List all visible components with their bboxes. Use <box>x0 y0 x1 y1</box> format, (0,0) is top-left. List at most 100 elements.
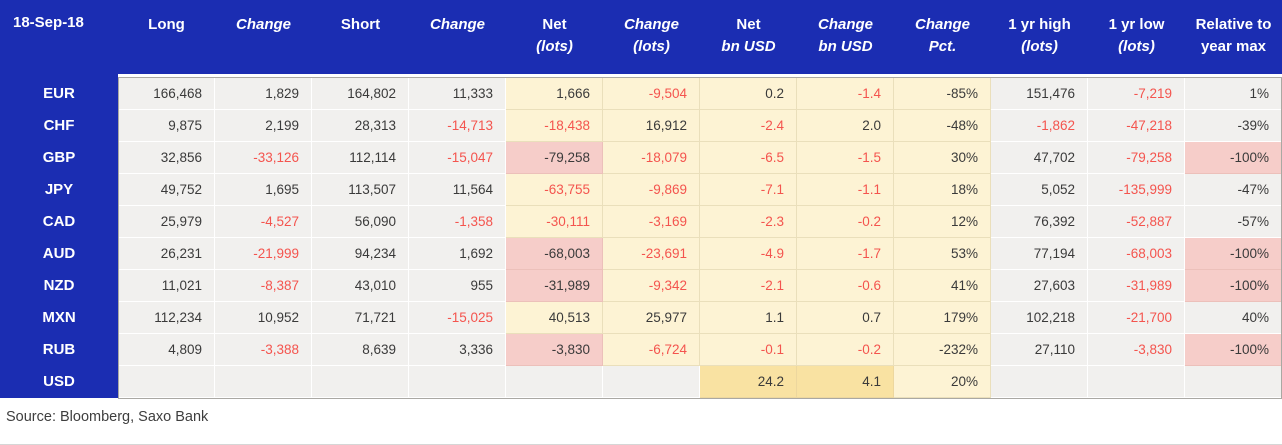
cell-eur-relative-to-year-max: 1% <box>1185 78 1282 110</box>
row-label-mxn: MXN <box>0 302 118 334</box>
cell-gbp-long-change: -33,126 <box>215 142 312 174</box>
row-label-aud: AUD <box>0 238 118 270</box>
row-label-gbp: GBP <box>0 142 118 174</box>
cell-aud-relative-to-year-max: -100% <box>1185 238 1282 270</box>
cell-jpy-one-yr-high-lots: 5,052 <box>991 174 1088 206</box>
cell-chf-relative-to-year-max: -39% <box>1185 110 1282 142</box>
cell-cad-short-change: -1,358 <box>409 206 506 238</box>
cell-jpy-short-change: 11,564 <box>409 174 506 206</box>
cell-aud-net-bn-usd: -4.9 <box>700 238 797 270</box>
row-label-jpy: JPY <box>0 174 118 206</box>
cell-aud-short: 94,234 <box>312 238 409 270</box>
cell-chf-net-bn-usd-change: 2.0 <box>797 110 894 142</box>
column-header-net-lots: Net (lots) <box>536 16 573 55</box>
cell-eur-net-bn-usd-change: -1.4 <box>797 78 894 110</box>
cell-mxn-long: 112,234 <box>118 302 215 334</box>
cell-rub-relative-to-year-max: -100% <box>1185 334 1282 366</box>
cell-cad-net-lots: -30,111 <box>506 206 603 238</box>
cell-nzd-net-bn-usd: -2.1 <box>700 270 797 302</box>
cell-gbp-net-bn-usd-change: -1.5 <box>797 142 894 174</box>
cell-chf-short: 28,313 <box>312 110 409 142</box>
cell-cad-net-bn-usd: -2.3 <box>700 206 797 238</box>
column-header-change-pct: Change Pct. <box>914 16 970 55</box>
cell-nzd-short-change: 955 <box>409 270 506 302</box>
cell-nzd-net-bn-usd-change: -0.6 <box>797 270 894 302</box>
cell-jpy-change-pct: 18% <box>894 174 991 206</box>
cell-jpy-one-yr-low-lots: -135,999 <box>1088 174 1185 206</box>
cell-nzd-one-yr-high-lots: 27,603 <box>991 270 1088 302</box>
column-header-net-bn-usd: Net bn USD <box>721 16 776 55</box>
cell-rub-one-yr-high-lots: 27,110 <box>991 334 1088 366</box>
cell-usd-short <box>312 366 409 398</box>
cell-cad-one-yr-low-lots: -52,887 <box>1088 206 1185 238</box>
cell-cad-relative-to-year-max: -57% <box>1185 206 1282 238</box>
cell-rub-short-change: 3,336 <box>409 334 506 366</box>
cell-chf-short-change: -14,713 <box>409 110 506 142</box>
cell-usd-long-change <box>215 366 312 398</box>
cell-usd-relative-to-year-max <box>1185 366 1282 398</box>
column-header-long: Long <box>148 16 185 33</box>
cell-rub-net-lots-change: -6,724 <box>603 334 700 366</box>
cell-mxn-short: 71,721 <box>312 302 409 334</box>
cell-nzd-long: 11,021 <box>118 270 215 302</box>
cell-usd-net-lots-change <box>603 366 700 398</box>
cell-jpy-net-bn-usd-change: -1.1 <box>797 174 894 206</box>
cell-eur-change-pct: -85% <box>894 78 991 110</box>
cell-usd-one-yr-low-lots <box>1088 366 1185 398</box>
cell-chf-long-change: 2,199 <box>215 110 312 142</box>
cell-jpy-long: 49,752 <box>118 174 215 206</box>
cell-eur-net-bn-usd: 0.2 <box>700 78 797 110</box>
cell-eur-short-change: 11,333 <box>409 78 506 110</box>
cell-eur-one-yr-low-lots: -7,219 <box>1088 78 1185 110</box>
cell-rub-net-bn-usd: -0.1 <box>700 334 797 366</box>
cell-jpy-net-lots-change: -9,869 <box>603 174 700 206</box>
cell-usd-long <box>118 366 215 398</box>
cell-gbp-change-pct: 30% <box>894 142 991 174</box>
cell-eur-short: 164,802 <box>312 78 409 110</box>
cell-gbp-net-lots-change: -18,079 <box>603 142 700 174</box>
cell-rub-one-yr-low-lots: -3,830 <box>1088 334 1185 366</box>
cell-aud-one-yr-low-lots: -68,003 <box>1088 238 1185 270</box>
cell-eur-long-change: 1,829 <box>215 78 312 110</box>
date-header: 18-Sep-18 <box>13 14 84 31</box>
cell-gbp-one-yr-high-lots: 47,702 <box>991 142 1088 174</box>
cell-eur-net-lots: 1,666 <box>506 78 603 110</box>
cell-nzd-net-lots: -31,989 <box>506 270 603 302</box>
cell-jpy-long-change: 1,695 <box>215 174 312 206</box>
cell-chf-one-yr-low-lots: -47,218 <box>1088 110 1185 142</box>
cell-usd-one-yr-high-lots <box>991 366 1088 398</box>
cell-mxn-one-yr-high-lots: 102,218 <box>991 302 1088 334</box>
cell-usd-net-bn-usd-change: 4.1 <box>797 366 894 398</box>
cell-aud-long-change: -21,999 <box>215 238 312 270</box>
cell-gbp-relative-to-year-max: -100% <box>1185 142 1282 174</box>
column-header-short: Short <box>340 16 381 33</box>
column-header-long-change: Change <box>235 16 291 33</box>
header-label-column-joint <box>0 74 118 78</box>
cell-jpy-short: 113,507 <box>312 174 409 206</box>
cell-aud-change-pct: 53% <box>894 238 991 270</box>
row-label-eur: EUR <box>0 78 118 110</box>
cell-aud-net-lots-change: -23,691 <box>603 238 700 270</box>
cell-usd-change-pct: 20% <box>894 366 991 398</box>
cell-mxn-one-yr-low-lots: -21,700 <box>1088 302 1185 334</box>
cell-cad-long-change: -4,527 <box>215 206 312 238</box>
row-label-cad: CAD <box>0 206 118 238</box>
cell-mxn-net-lots: 40,513 <box>506 302 603 334</box>
cell-eur-net-lots-change: -9,504 <box>603 78 700 110</box>
cell-cad-one-yr-high-lots: 76,392 <box>991 206 1088 238</box>
cell-gbp-long: 32,856 <box>118 142 215 174</box>
cell-gbp-one-yr-low-lots: -79,258 <box>1088 142 1185 174</box>
cell-nzd-relative-to-year-max: -100% <box>1185 270 1282 302</box>
cell-mxn-net-lots-change: 25,977 <box>603 302 700 334</box>
cell-mxn-change-pct: 179% <box>894 302 991 334</box>
row-label-chf: CHF <box>0 110 118 142</box>
cell-usd-net-lots <box>506 366 603 398</box>
cell-chf-long: 9,875 <box>118 110 215 142</box>
cell-eur-one-yr-high-lots: 151,476 <box>991 78 1088 110</box>
cell-chf-net-bn-usd: -2.4 <box>700 110 797 142</box>
cell-cad-net-bn-usd-change: -0.2 <box>797 206 894 238</box>
column-header-one-yr-high-lots: 1 yr high (lots) <box>1008 16 1071 55</box>
cell-nzd-one-yr-low-lots: -31,989 <box>1088 270 1185 302</box>
cell-chf-change-pct: -48% <box>894 110 991 142</box>
cell-rub-net-lots: -3,830 <box>506 334 603 366</box>
